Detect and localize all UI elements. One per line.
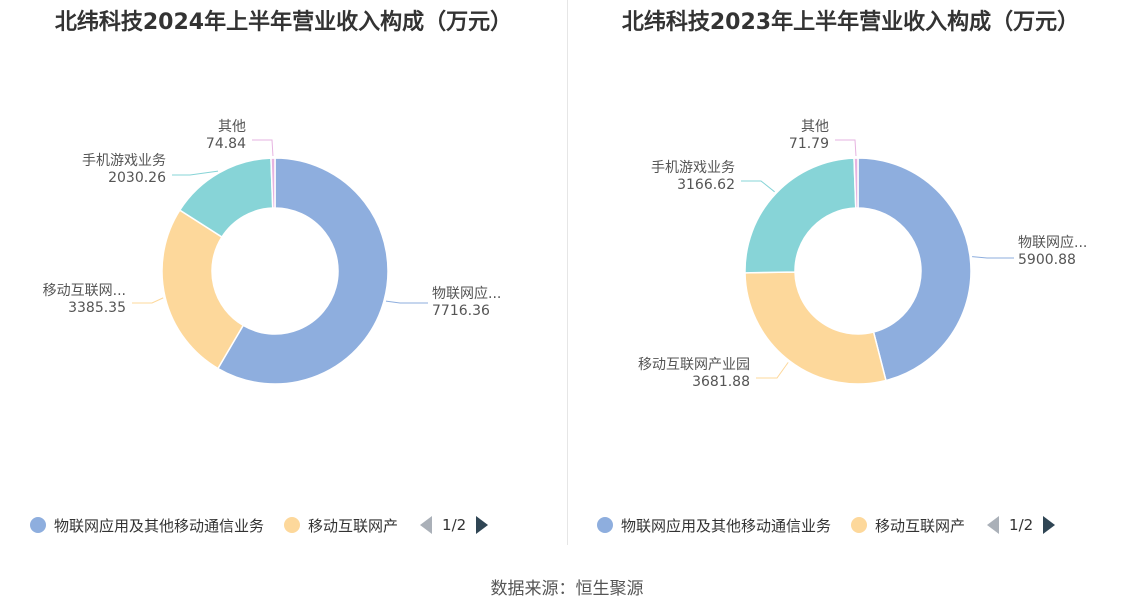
legend-page-indicator: 1/2 [1009,516,1034,534]
leader-line [756,362,789,379]
pie-slice[interactable] [857,157,972,382]
legend-label: 移动互联网产 [308,516,399,535]
legend-prev-arrow-icon[interactable] [987,516,1000,534]
legend-prev-arrow-icon[interactable] [420,516,433,534]
legend-dot-mobile [851,517,868,533]
legend-pager: 1/2 [987,516,1056,534]
leader-line [385,300,428,304]
slice-value-label: 5900.88 [1018,252,1076,268]
legend-label: 物联网应用及其他移动通信业务 [621,516,832,535]
slice-value-label: 74.84 [206,136,246,152]
legend-pager: 1/2 [420,516,489,534]
slice-label: 其他 [801,119,829,135]
slice-value-label: 7716.36 [432,303,490,319]
leader-line [172,170,219,176]
legend-page-indicator: 1/2 [442,516,467,534]
legend: 物联网应用及其他移动通信业务 移动互联网产 1/2 [597,512,1056,538]
data-source: 数据来源：恒生聚源 [490,579,644,599]
legend-dot-iot [597,517,613,533]
slice-value-label: 3166.62 [677,177,735,193]
leader-line [252,139,274,157]
pie-slice[interactable] [270,157,276,209]
slice-value-label: 71.79 [789,136,829,152]
slice-label: 移动互联网... [43,283,126,299]
slice-label: 手机游戏业务 [651,160,735,176]
leader-line [972,256,1014,259]
legend-label: 移动互联网产 [875,516,966,535]
chart-title: 北纬科技2024年上半年营业收入构成（万元） [54,10,513,35]
pie-slice[interactable] [744,271,887,385]
legend-item-mobile[interactable]: 移动互联网产 [851,515,965,536]
pie-slice[interactable] [216,157,389,385]
slice-value-label: 2030.26 [108,170,166,186]
slice-label: 物联网应... [1018,234,1087,251]
pie-slice[interactable] [161,209,245,370]
chart-title: 北纬科技2023年上半年营业收入构成（万元） [621,10,1080,35]
legend-label: 物联网应用及其他移动通信业务 [54,516,265,535]
slice-label: 其他 [218,119,246,135]
leader-line [741,180,775,193]
legend-dot-mobile [284,517,301,533]
legend-dot-iot [30,517,46,533]
chart-panel-2023: 北纬科技2023年上半年营业收入构成（万元） 物联网应... 5900.88 移动互… [567,0,1134,560]
slice-value-label: 3385.35 [68,300,126,316]
slice-label: 物联网应... [432,285,501,302]
slice-value-label: 3681.88 [692,374,750,390]
slice-label: 移动互联网产业园 [638,357,750,373]
panel-divider [567,0,568,545]
legend-next-arrow-icon[interactable] [1043,516,1056,534]
legend-item-iot[interactable]: 物联网应用及其他移动通信业务 [597,515,831,536]
slice-label: 手机游戏业务 [82,153,166,169]
pie-slice[interactable] [853,157,859,209]
chart-panel-2024: 北纬科技2024年上半年营业收入构成（万元） 物联网应... 7716.36 移动互… [0,0,567,560]
legend-item-iot[interactable]: 物联网应用及其他移动通信业务 [30,515,264,536]
pie-slice[interactable] [744,157,857,274]
legend: 物联网应用及其他移动通信业务 移动互联网产 1/2 [30,512,489,538]
donut-chart-2024: 物联网应...7716.36 移动互联网...3385.35 手机游戏业务2030.… [43,119,501,385]
legend-next-arrow-icon[interactable] [476,516,489,534]
leader-line [835,139,857,157]
leader-line [132,297,164,304]
legend-item-mobile[interactable]: 移动互联网产 [284,515,398,536]
